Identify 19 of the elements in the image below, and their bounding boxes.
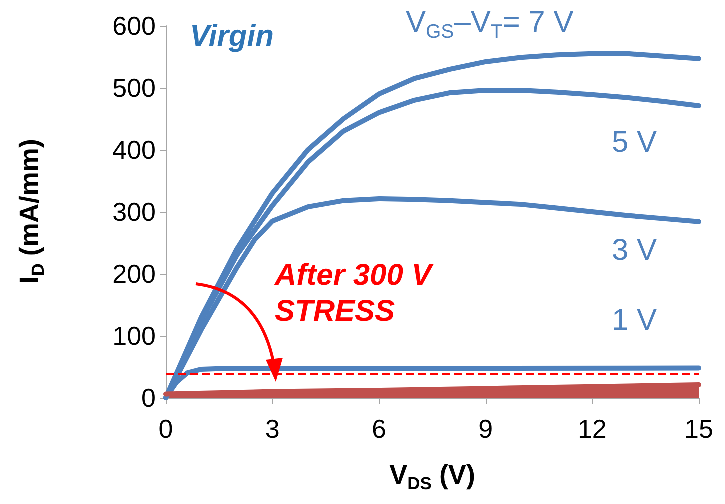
x-tick-label: 12 (578, 414, 607, 444)
x-tick-label: 15 (684, 414, 714, 444)
x-tick-label: 9 (478, 414, 494, 444)
y-tick-label: 400 (112, 135, 156, 165)
y-tick-label: 600 (112, 11, 156, 41)
series-label: V$_{GS}$–V$_{T}$= 7 V (406, 6, 574, 43)
y-tick-label: 100 (112, 321, 156, 351)
annotation: Virgin (190, 20, 274, 53)
y-tick-label: 500 (112, 73, 156, 103)
x-axis-title: V$_{DS}$ (V) (388, 460, 476, 494)
y-tick-label: 200 (112, 259, 156, 289)
y-tick-label: 0 (142, 383, 156, 413)
x-tick-label: 6 (372, 414, 386, 444)
series-label: 3 V (612, 234, 658, 267)
series-label: 1 V (612, 304, 658, 337)
y-tick-label: 300 (112, 197, 156, 227)
x-tick-label: 3 (265, 414, 280, 444)
series-label: 5 V (612, 126, 658, 159)
annotation: After 300 V STRESS (275, 258, 435, 330)
